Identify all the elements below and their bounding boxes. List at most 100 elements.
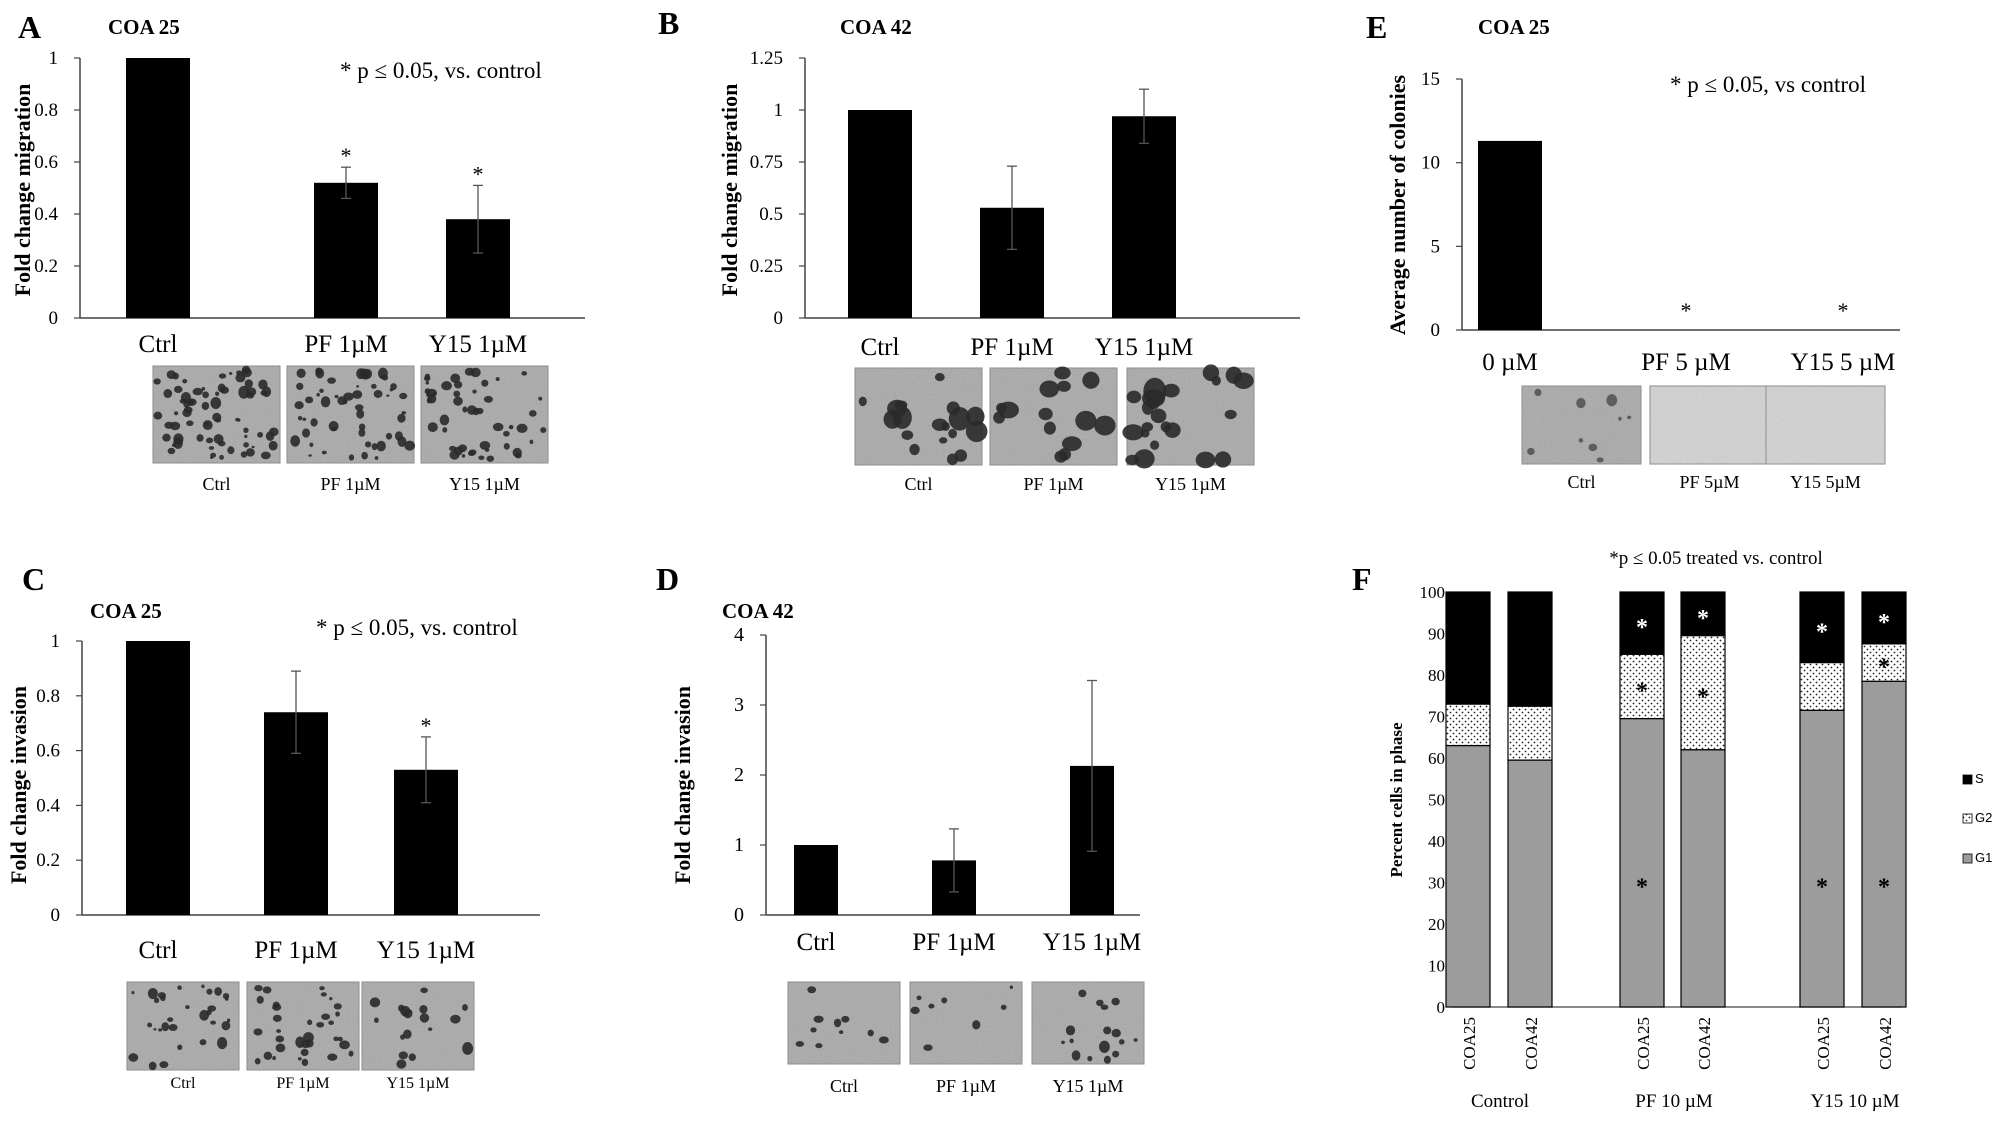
panel-letter: D <box>656 561 679 597</box>
x-tick-label: Y15 1µM <box>377 937 475 964</box>
x-tick-label: COA25 <box>1814 1017 1833 1070</box>
y-tick-label: 1.25 <box>750 48 783 69</box>
image-label: Ctrl <box>202 474 230 494</box>
micrograph-image <box>420 365 549 464</box>
image-label: PF 1µM <box>276 1075 329 1092</box>
group-label: PF 10 µM <box>1635 1091 1713 1112</box>
legend-label: G2 <box>1975 810 1992 825</box>
significance-note: * p ≤ 0.05, vs. control <box>340 58 542 83</box>
panel-d: D COA 42 Fold change invasion 0 1 2 3 4 Ctrl PF 1… <box>656 561 1145 1096</box>
image-label: Ctrl <box>830 1076 858 1096</box>
x-tick-label: Ctrl <box>861 334 900 361</box>
bar <box>314 182 378 318</box>
y-tick-label: 40 <box>1428 832 1445 851</box>
legend-swatch-g2 <box>1962 813 1973 824</box>
bar-segment-s <box>1619 591 1665 655</box>
y-tick-label: 0 <box>1437 998 1446 1017</box>
significance-star: * <box>1878 655 1890 681</box>
micrograph-image <box>1765 385 1886 465</box>
significance-star: * <box>473 161 484 186</box>
image-label: Ctrl <box>1567 472 1595 492</box>
bar-segment-s <box>1507 591 1553 707</box>
bar-segment-g1 <box>1680 749 1726 1008</box>
y-tick-label: 90 <box>1428 625 1445 644</box>
x-tick-label: COA42 <box>1876 1017 1895 1070</box>
bar-segment-s <box>1861 591 1907 645</box>
chart-title: COA 42 <box>722 599 794 623</box>
significance-star: * <box>1681 298 1692 323</box>
y-tick-label: 0.6 <box>36 741 60 762</box>
micrograph-image <box>1122 364 1255 469</box>
image-label: Y15 1µM <box>449 474 520 494</box>
bar-segment-g1 <box>1445 744 1491 1008</box>
y-tick-label: 2 <box>734 764 744 786</box>
bar-segment-g2 <box>1619 653 1665 720</box>
bar <box>794 845 838 915</box>
panel-letter: B <box>658 5 679 41</box>
x-tick-label: Y15 1µM <box>429 331 527 358</box>
chart-title: COA 42 <box>840 15 912 39</box>
y-tick-label: 1 <box>774 100 784 121</box>
bar-segment-g2 <box>1799 661 1845 711</box>
legend-label: G1 <box>1975 850 1992 865</box>
panel-c: C COA 25 Fold change invasion 0 0.2 0.4 0.6 0.8… <box>6 561 540 1092</box>
y-tick-label: 0.25 <box>750 256 783 277</box>
y-tick-label: 0 <box>1431 320 1441 341</box>
chart-title: COA 25 <box>108 15 180 39</box>
x-tick-label: COA25 <box>1460 1017 1479 1070</box>
bar <box>1478 140 1542 330</box>
y-tick-label: 20 <box>1428 915 1445 934</box>
significance-star: * <box>1636 678 1648 704</box>
image-label: Y15 1µM <box>387 1075 450 1092</box>
y-tick-label: 15 <box>1421 69 1440 90</box>
significance-star: * <box>1816 619 1828 645</box>
panel-letter: C <box>22 561 45 597</box>
y-tick-label: 3 <box>734 694 744 716</box>
significance-star: * <box>1697 685 1709 711</box>
significance-star: * <box>341 143 352 168</box>
x-tick-label: Y15 1µM <box>1043 929 1141 956</box>
micrograph-image <box>152 365 281 464</box>
bar <box>1112 116 1176 319</box>
y-tick-label: 0 <box>774 308 784 329</box>
legend-label: S <box>1975 771 1984 786</box>
image-label: PF 1µM <box>1024 474 1084 494</box>
y-axis-label: Percent cells in phase <box>1387 722 1406 877</box>
y-tick-label: 0.8 <box>36 686 60 707</box>
y-axis-label: Fold change migration <box>717 84 742 297</box>
panel-letter: E <box>1366 9 1387 45</box>
bar-segment-g1 <box>1799 709 1845 1008</box>
x-tick-label: Y15 1µM <box>1095 334 1193 361</box>
significance-star: * <box>1636 875 1648 901</box>
panel-a: A COA 25 Fold change migration 0 0.2 0.4 0.6 0.… <box>10 9 585 494</box>
y-tick-label: 0.75 <box>750 152 783 173</box>
y-tick-label: 80 <box>1428 666 1445 685</box>
micrograph-image <box>989 366 1118 466</box>
significance-star: * <box>1878 610 1890 636</box>
group-label: Control <box>1471 1091 1529 1112</box>
micrograph-image <box>361 981 475 1071</box>
micrograph-image <box>286 365 416 464</box>
y-tick-label: 4 <box>734 624 744 646</box>
y-axis-label: Average number of colonies <box>1385 75 1410 336</box>
y-tick-label: 70 <box>1428 708 1445 727</box>
x-tick-label: PF 1µM <box>254 937 337 964</box>
y-tick-label: 100 <box>1420 583 1446 602</box>
y-axis-label: Fold change migration <box>10 84 35 297</box>
significance-star: * <box>1878 875 1890 901</box>
bar-segment-g2 <box>1507 705 1553 761</box>
legend-swatch-g1 <box>1962 853 1973 864</box>
bar-segment-g1 <box>1619 717 1665 1008</box>
group-label: Y15 10 µM <box>1810 1091 1899 1112</box>
bar-segment-g1 <box>1861 680 1907 1008</box>
x-tick-label: PF 5 µM <box>1641 349 1730 376</box>
y-tick-label: 1 <box>49 48 59 69</box>
bar <box>848 110 912 318</box>
y-tick-label: 0.5 <box>759 204 783 225</box>
chart-title: COA 25 <box>90 599 162 623</box>
image-label: PF 5µM <box>1680 472 1740 492</box>
micrograph-image <box>854 367 988 466</box>
x-tick-label: COA25 <box>1634 1017 1653 1070</box>
